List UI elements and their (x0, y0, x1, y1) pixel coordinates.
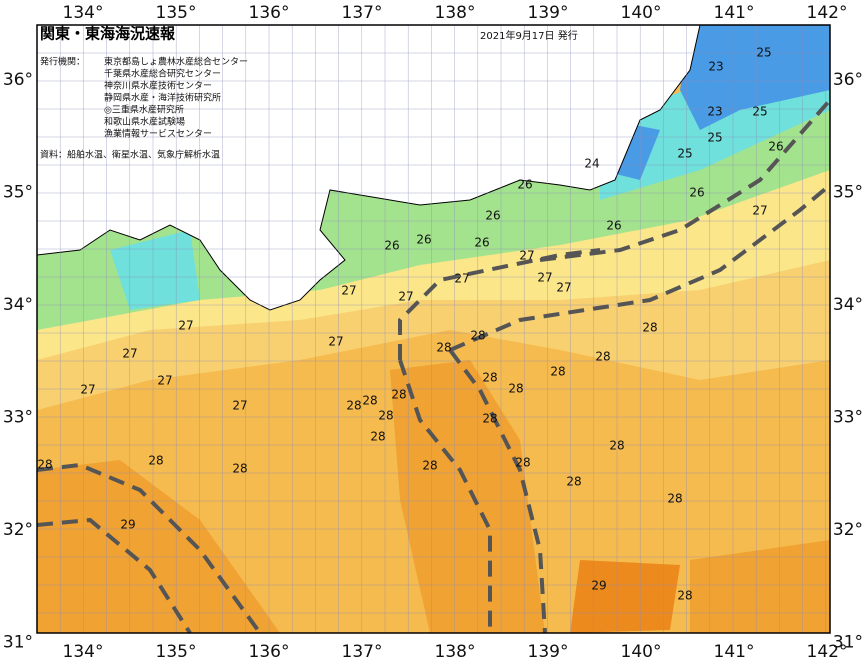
longitude-label: 141° (714, 3, 755, 23)
contour-label: 28 (508, 382, 523, 396)
contour-label: 27 (519, 249, 534, 263)
issuer: 東京都島しょ農林水産総合センター (104, 56, 248, 68)
latitude-label: 35° (833, 183, 863, 203)
latitude-label: 33° (3, 408, 33, 428)
contour-label: 28 (677, 589, 692, 603)
contour-label: 27 (454, 272, 469, 286)
contour-label: 29 (591, 579, 606, 593)
latitude-label: 34° (3, 295, 33, 315)
contour-label: 28 (566, 475, 581, 489)
contour-label: 28 (422, 459, 437, 473)
contour-label: 28 (482, 371, 497, 385)
contour-label: 27 (157, 374, 172, 388)
contour-label: 28 (362, 394, 377, 408)
contour-label: 28 (148, 454, 163, 468)
contour-label: 23 (707, 105, 722, 119)
sea-temperature-field (37, 25, 830, 633)
contour-label: 26 (474, 236, 489, 250)
contour-label: 27 (80, 383, 95, 397)
longitude-label: 135° (156, 642, 197, 662)
contour-label: 25 (707, 131, 722, 145)
longitude-label: 134° (63, 3, 104, 23)
contour-label: 25 (756, 46, 771, 60)
grid (37, 25, 830, 633)
issuer: 漁業情報サービスセンター (104, 128, 212, 140)
latitude-label: 33° (833, 408, 863, 428)
longitude-label: 134° (63, 642, 104, 662)
date: 2021年9月17日 発行 (480, 29, 578, 42)
contour-label: 27 (328, 335, 343, 349)
latitude-label: 35° (3, 183, 33, 203)
contour-label: 26 (606, 219, 621, 233)
longitude-label: 139° (528, 642, 569, 662)
contour-label: 28 (232, 462, 247, 476)
contour-label: 28 (391, 388, 406, 402)
longitude-label: 139° (528, 3, 569, 23)
contour-label: 27 (398, 290, 413, 304)
longitude-label: 136° (249, 3, 290, 23)
contour-label: 28 (515, 456, 530, 470)
contour-label: 28 (642, 321, 657, 335)
sources: 資料：船舶水温、衛星水温、気象庁解析水温 (40, 149, 220, 161)
longitude-label: 140° (621, 642, 662, 662)
issuer: 静岡県水産・海洋技術研究所 (104, 92, 221, 104)
latitude-label: 34° (833, 295, 863, 315)
contour-label: 28 (37, 458, 52, 472)
contour-label: 28 (470, 329, 485, 343)
issuer: ◎三重県水産研究所 (104, 104, 184, 116)
contour-label: 28 (667, 492, 682, 506)
latitude-label: 31° (833, 633, 863, 653)
current-axis (37, 98, 830, 633)
longitude-label: 141° (714, 642, 755, 662)
longitude-label: 137° (342, 3, 383, 23)
contour-label: 28 (550, 365, 565, 379)
latitude-label: 36° (833, 70, 863, 90)
contour-label: 26 (384, 239, 399, 253)
issuer: 和歌山県水産試験場 (104, 116, 185, 128)
contour-label: 28 (595, 350, 610, 364)
contour-label: 27 (556, 281, 571, 295)
longitude-label: 135° (156, 3, 197, 23)
contour-label: 24 (584, 157, 599, 171)
contour-label: 27 (537, 271, 552, 285)
issuer: 神奈川県水産技術センター (104, 80, 212, 92)
latitude-label: 32° (833, 520, 863, 540)
title: 関東・東海海況速報 (40, 25, 176, 43)
contour-label: 28 (346, 399, 361, 413)
longitude-label: 138° (435, 642, 476, 662)
contour-label: 26 (517, 178, 532, 192)
longitude-label: 136° (249, 642, 290, 662)
contour-label: 28 (482, 412, 497, 426)
longitude-label: 137° (342, 642, 383, 662)
contour-label: 26 (768, 140, 783, 154)
latitude-label: 36° (3, 70, 33, 90)
contour-label: 27 (178, 319, 193, 333)
contour-label: 28 (378, 409, 393, 423)
contour-label: 23 (708, 60, 723, 74)
longitude-label: 138° (435, 3, 476, 23)
contour-label: 26 (485, 209, 500, 223)
issuers-label: 発行機関： (40, 56, 85, 68)
longitude-label: 140° (621, 3, 662, 23)
latitude-label: 31° (3, 633, 33, 653)
contour-label: 27 (232, 399, 247, 413)
contour-label: 28 (609, 439, 624, 453)
contour-label: 27 (341, 284, 356, 298)
longitude-label: 142° (807, 642, 848, 662)
issuer: 千葉県水産総合研究センター (104, 68, 221, 80)
longitude-label: 142° (807, 3, 848, 23)
contour-label: 27 (752, 204, 767, 218)
contour-label: 27 (122, 347, 137, 361)
contour-label: 25 (677, 147, 692, 161)
contour-label: 28 (370, 430, 385, 444)
contour-label: 26 (689, 186, 704, 200)
contour-label: 28 (436, 341, 451, 355)
latitude-label: 32° (3, 520, 33, 540)
contour-label: 26 (416, 233, 431, 247)
map-frame (36, 24, 831, 634)
contour-label: 25 (752, 105, 767, 119)
contour-label: 29 (120, 518, 135, 532)
